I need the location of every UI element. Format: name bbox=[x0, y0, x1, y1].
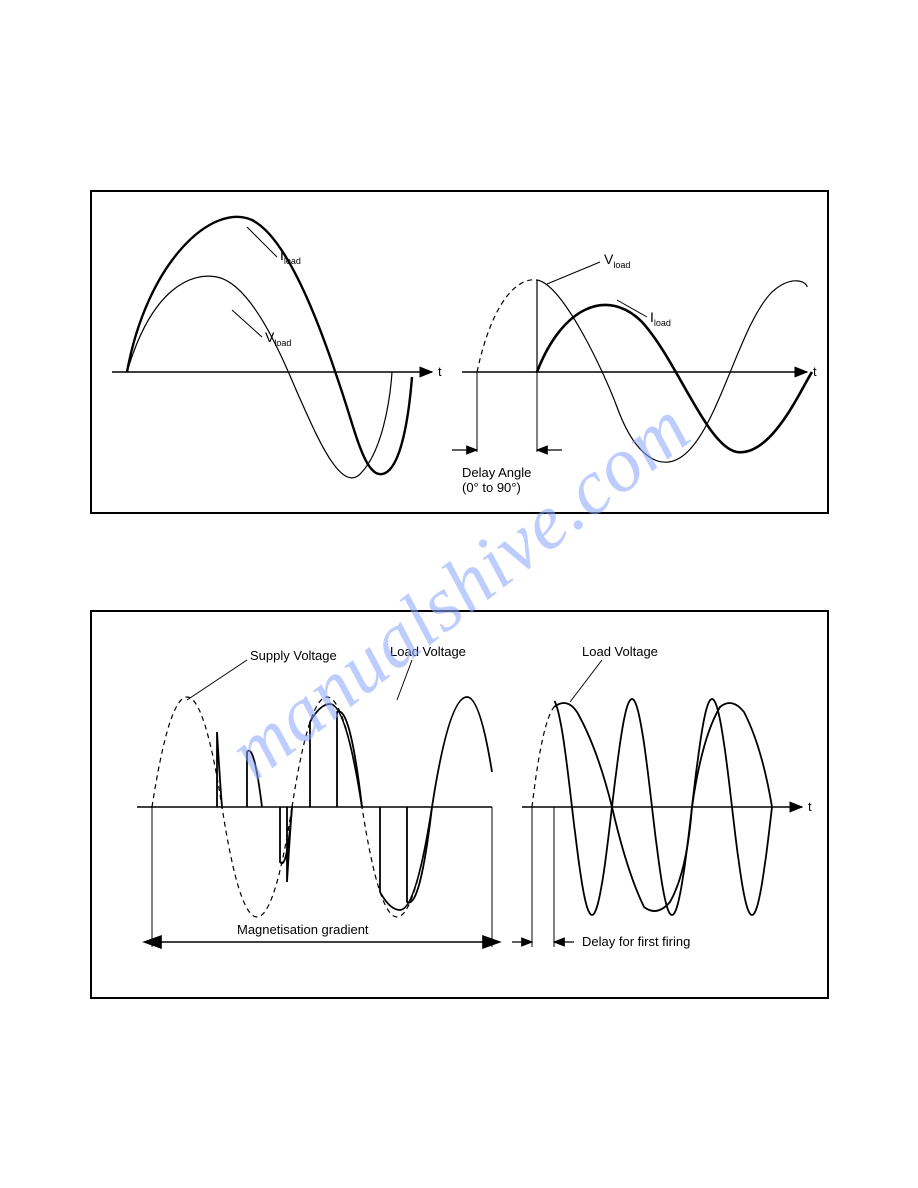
curve-iload-left bbox=[127, 217, 412, 474]
load-pulse-2n bbox=[407, 807, 432, 903]
label-delay-first-firing: Delay for first firing bbox=[582, 934, 690, 949]
page: manualshive.com t bbox=[0, 0, 918, 1188]
label-iload-right: Iload bbox=[650, 309, 671, 328]
label-load-voltage-right: Load Voltage bbox=[582, 644, 658, 659]
lv-seg-a bbox=[247, 751, 262, 807]
panel2-right-chart: t Load Voltage bbox=[512, 644, 812, 949]
label-magnetisation: Magnetisation gradient bbox=[237, 922, 369, 937]
label-vload-right: Vload bbox=[604, 251, 630, 270]
lv-seg-e bbox=[432, 697, 492, 807]
leader-loadv-left bbox=[397, 660, 412, 700]
delay-angle-label2: (0° to 90°) bbox=[462, 480, 521, 495]
label-iload-left: Iload bbox=[280, 247, 301, 266]
panel1-svg: t Iload Vload t bbox=[92, 192, 827, 512]
panel1-left-chart: t Iload Vload bbox=[112, 217, 442, 478]
panel2-left-chart: Supply Voltage Load Voltage Magnetisatio… bbox=[137, 644, 492, 947]
axis-label-t-p2: t bbox=[808, 799, 812, 814]
first-firing-dashed bbox=[532, 707, 554, 807]
curve-vload-right bbox=[537, 280, 807, 462]
leader-vload-right bbox=[547, 262, 600, 284]
label-supply-voltage: Supply Voltage bbox=[250, 648, 337, 663]
panel2-svg: Supply Voltage Load Voltage Magnetisatio… bbox=[92, 612, 827, 997]
panel-phase-control: t Iload Vload t bbox=[90, 190, 829, 514]
leader-loadv-right bbox=[570, 660, 602, 702]
leader-supply bbox=[187, 660, 247, 700]
panel1-right-chart: t Delay Angle (0° to 90°) bbox=[452, 251, 817, 495]
leader-iload-left bbox=[247, 227, 277, 257]
curve-iload-right bbox=[537, 305, 812, 452]
leader-vload-left bbox=[232, 310, 262, 337]
load-pulse-1p bbox=[217, 732, 222, 807]
lv-seg-b bbox=[280, 807, 292, 863]
panel-magnetisation: Supply Voltage Load Voltage Magnetisatio… bbox=[90, 610, 829, 999]
delay-angle-label1: Delay Angle bbox=[462, 465, 531, 480]
curve-vload-left bbox=[127, 276, 392, 478]
axis-label-t-right: t bbox=[813, 364, 817, 379]
load-pulse-2p bbox=[337, 711, 362, 807]
label-load-voltage-left: Load Voltage bbox=[390, 644, 466, 659]
axis-label-t-left: t bbox=[438, 364, 442, 379]
label-vload-left: Vload bbox=[265, 329, 291, 348]
curve-vload-dashed bbox=[477, 280, 537, 372]
